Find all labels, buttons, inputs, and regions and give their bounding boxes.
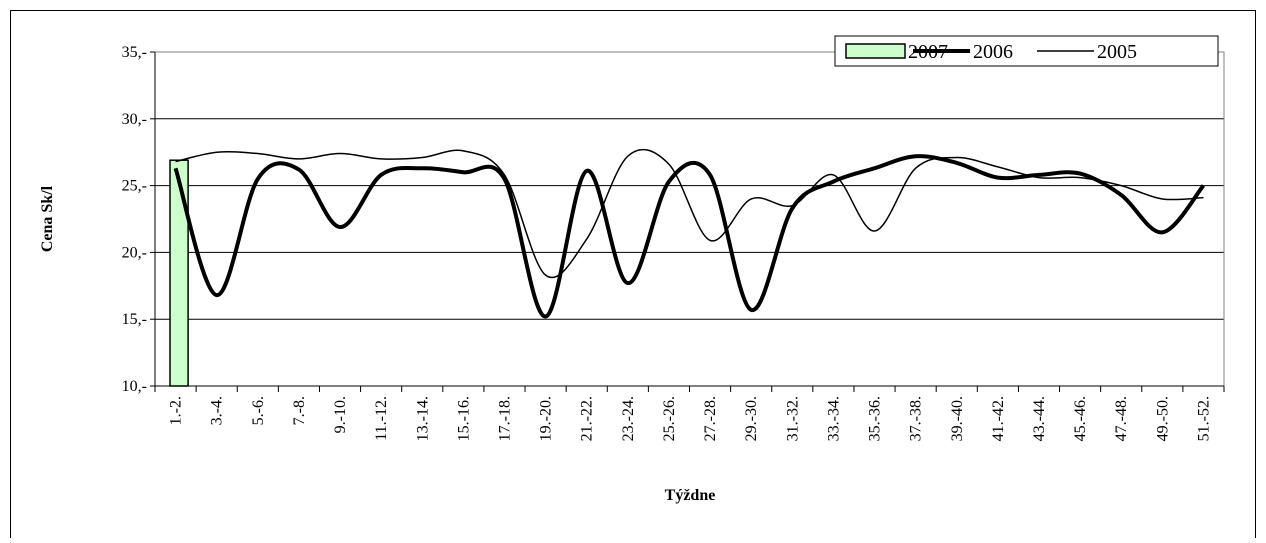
x-tick-label: 37.-38. [908,396,925,441]
x-axis-label: Týždne [665,487,716,504]
x-tick-label: 45.-46. [1072,396,1089,441]
x-tick-label: 41.-42. [990,396,1007,441]
x-tick-label: 33.-34. [825,396,842,441]
y-tick-label: 30,- [122,111,147,128]
x-tick-label: 31.-32. [784,396,801,441]
plot-area [154,51,1225,387]
x-tick-label: 1.-2. [168,396,185,425]
x-tick-label: 35.-36. [867,396,884,441]
x-tick-label: 43.-44. [1031,396,1048,441]
chart-frame [10,10,1256,543]
y-tick-label: 10,- [122,378,147,395]
x-tick-label: 39.-40. [949,396,966,441]
legend-box [834,35,1219,67]
x-tick-label: 13.-14. [414,396,431,441]
x-tick-label: 47.-48. [1113,396,1130,441]
x-tick-label: 7.-8. [291,396,308,425]
y-tick-label: 20,- [122,244,147,261]
x-tick-label: 27.-28. [702,396,719,441]
x-tick-label: 9.-10. [332,396,349,433]
y-tick-label: 35,- [122,44,147,61]
x-tick-label: 21.-22. [579,396,596,441]
y-tick-label: 25,- [122,178,147,195]
x-tick-label: 23.-24. [620,396,637,441]
x-tick-label: 3.-4. [209,396,226,425]
y-axis-label: Cena Sk/l [39,185,56,252]
y-tick-label: 15,- [122,311,147,328]
x-tick-label: 11.-12. [373,396,390,441]
x-tick-label: 15.-16. [455,396,472,441]
legend-swatch [845,43,906,59]
x-tick-label: 25.-26. [661,396,678,441]
bar [169,159,189,387]
legend-label: 2005 [1097,41,1137,63]
x-tick-label: 49.-50. [1154,396,1171,441]
line-series [175,148,1204,279]
x-tick-label: 17.-18. [496,396,513,441]
line-series [173,154,1206,319]
x-tick-label: 19.-20. [538,396,555,441]
x-tick-label: 51.-52. [1195,396,1212,441]
x-tick-label: 29.-30. [743,396,760,441]
legend-label: 2006 [973,41,1013,63]
x-tick-label: 5.-6. [250,396,267,425]
